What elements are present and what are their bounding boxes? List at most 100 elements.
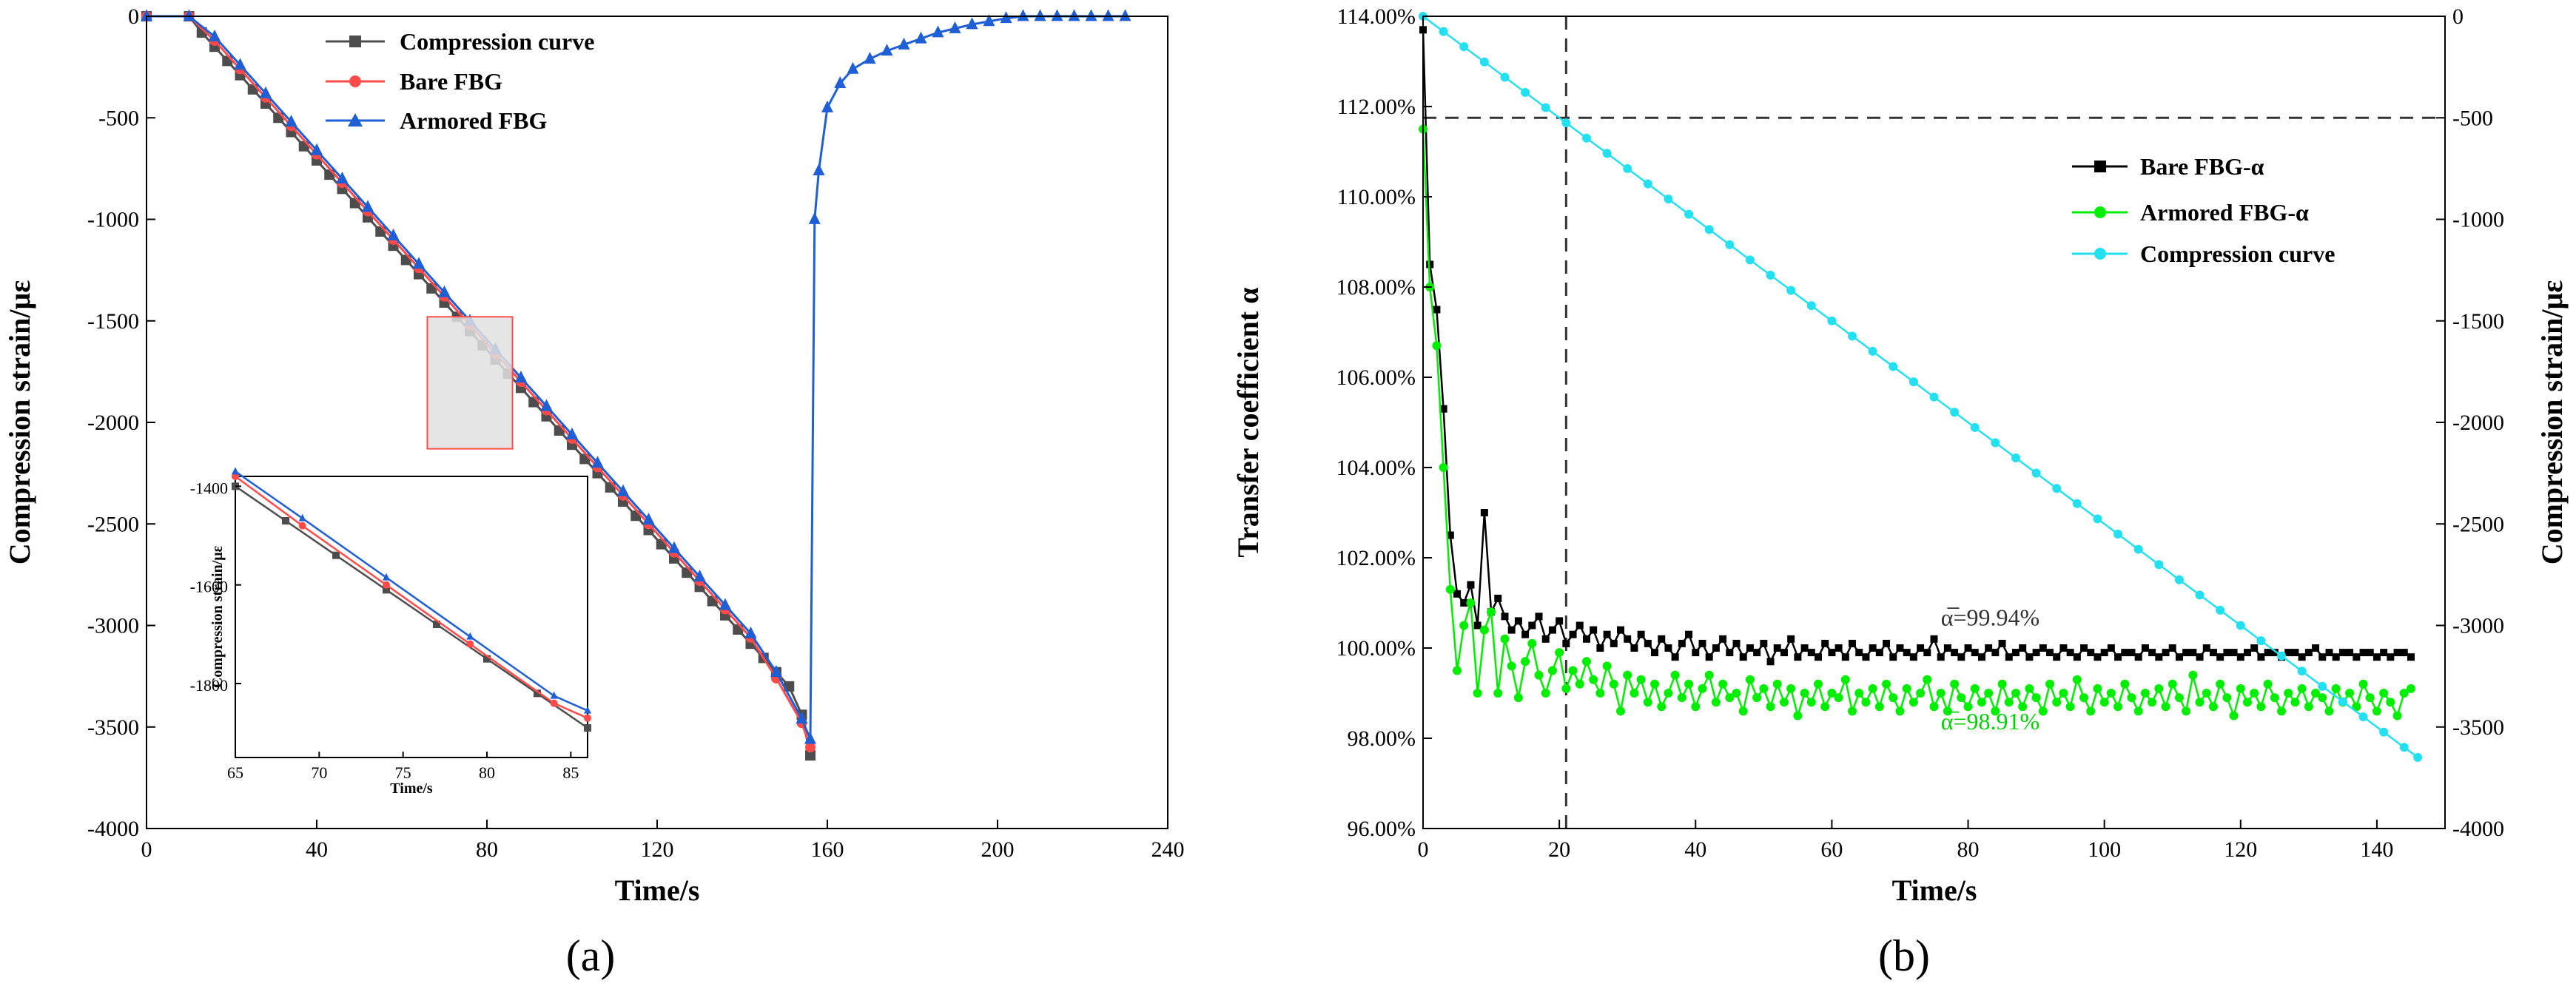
chart-b-point-bare-fbg [1678, 639, 1686, 647]
chart-b-point-armored-fbg [2202, 689, 2211, 698]
chart-b-point-bare-fbg [1889, 653, 1897, 661]
svg-text:Compression curve: Compression curve [400, 28, 594, 55]
chart-b-point-bare-fbg [2407, 653, 2415, 661]
chart-b-x-tick-label: 20 [1548, 837, 1570, 862]
chart-a-point-armored-fbg [847, 61, 859, 74]
chart-b-point-bare-fbg [2223, 649, 2231, 657]
chart-b-point-armored-fbg [2208, 702, 2218, 712]
chart-b-point-bare-fbg [1841, 653, 1849, 661]
chart-b-point-bare-fbg [2400, 649, 2408, 657]
chart-b-point-armored-fbg [1595, 689, 1605, 698]
chart-b-point-armored-fbg [1650, 679, 1660, 689]
chart-b-left-y-tick-label: 104.00% [1336, 456, 1416, 480]
chart-b-point-armored-fbg [2379, 689, 2389, 698]
chart-b-point-armored-fbg [1581, 657, 1591, 667]
chart-b-point-bare-fbg [1473, 621, 1482, 630]
chart-b-point-bare-fbg [2318, 653, 2327, 661]
chart-b-x-tick-label: 0 [1418, 837, 1429, 862]
chart-a-point-armored-fbg [642, 513, 655, 525]
chart-a-point-armored-fbg [1000, 11, 1012, 24]
chart-b-point-armored-fbg [2222, 693, 2232, 703]
chart-b-point-armored-fbg [1541, 689, 1550, 698]
chart-a-point-armored-fbg [591, 456, 604, 468]
chart-b-point-bare-fbg [1923, 649, 1931, 657]
chart-a-inset-point-bare-fbg [232, 473, 239, 480]
chart-a-point-armored-fbg [770, 665, 782, 678]
chart-a-x-tick-label: 160 [811, 837, 844, 862]
chart-b-point-bare-fbg [1590, 626, 1598, 634]
chart-b-point-bare-fbg [1814, 653, 1822, 661]
chart-b-legend-item-armored-fbg-alpha: Armored FBG-α [2072, 199, 2309, 226]
chart-b-point-bare-fbg [1651, 649, 1659, 657]
chart-b-point-armored-fbg [1636, 675, 1646, 684]
chart-b-point-bare-fbg [1849, 639, 1857, 647]
chart-b-point-armored-fbg [2182, 706, 2191, 716]
chart-b-series-bare-fbg [1419, 26, 2415, 666]
chart-a-point-compression-curve [805, 750, 815, 761]
chart-b-right-y-tick-label: -4000 [2452, 817, 2504, 841]
chart-b-point-bare-fbg [1794, 653, 1802, 661]
chart-b-point-bare-fbg [2393, 649, 2401, 657]
chart-a-inset-point-armored-fbg [232, 467, 239, 475]
chart-b-point-armored-fbg [2059, 689, 2068, 698]
chart-b-point-bare-fbg [2148, 649, 2156, 657]
chart-a-point-armored-fbg [540, 399, 553, 411]
chart-b-point-compression-curve [1766, 270, 1775, 280]
chart-b-point-armored-fbg [1800, 689, 1809, 698]
chart-b-left-y-tick-label: 108.00% [1336, 275, 1416, 300]
chart-b-point-bare-fbg [1985, 644, 1993, 652]
chart-b-point-bare-fbg [1917, 644, 1925, 652]
chart-b-right-y-tick-label: -3500 [2452, 715, 2504, 740]
chart-b-left-y-axis-label: Transfer coefficient α [1231, 287, 1265, 557]
chart-a-inset-x-ticks: 65 70 75 80 85 [227, 752, 579, 782]
svg-text:Bare FBG-α: Bare FBG-α [2140, 153, 2264, 180]
chart-b-point-armored-fbg [2120, 679, 2130, 689]
chart-b-point-bare-fbg [1521, 630, 1530, 638]
chart-b-point-bare-fbg [2312, 644, 2320, 652]
chart-b-series-layer [1419, 12, 2423, 762]
chart-b-point-bare-fbg [1658, 635, 1666, 643]
chart-b-point-armored-fbg [1630, 689, 1639, 698]
chart-b-point-armored-fbg [2031, 693, 2041, 703]
chart-b-left-y-tick-label: 96.00% [1348, 817, 1416, 841]
chart-b-point-bare-fbg [2257, 653, 2265, 661]
chart-b-point-armored-fbg [2216, 679, 2225, 689]
chart-b-annotation-bare-mean: α̅=99.94% [1941, 604, 2039, 631]
chart-b-point-compression-curve [1500, 72, 1510, 82]
chart-b-point-compression-curve [2195, 590, 2205, 600]
chart-b-point-armored-fbg [1738, 706, 1748, 716]
chart-b-point-armored-fbg [2086, 706, 2096, 716]
chart-b-point-compression-curve [1991, 438, 2000, 448]
chart-a-inset-point-armored-fbg [550, 691, 558, 699]
chart-b-point-compression-curve [2072, 499, 2082, 508]
chart-a-point-armored-fbg [915, 31, 927, 44]
chart-b-point-armored-fbg [2174, 693, 2184, 703]
chart-b-point-compression-curve [1704, 225, 1714, 234]
chart-b-point-armored-fbg [1459, 621, 1469, 630]
chart-b-point-compression-curve [2379, 727, 2389, 737]
chart-b-point-bare-fbg [2216, 653, 2224, 661]
chart-b-point-bare-fbg [1760, 639, 1768, 647]
chart-a-inset-line-compression-curve [235, 485, 588, 729]
chart-b-point-compression-curve [1643, 179, 1652, 189]
chart-b-point-armored-fbg [1507, 661, 1516, 671]
chart-b-point-armored-fbg [2154, 684, 2164, 693]
chart-b-point-bare-fbg [2087, 649, 2095, 657]
chart-b-point-compression-curve [2031, 468, 2041, 478]
panel-label-a: (a) [566, 931, 616, 980]
chart-a-y-tick-label: -3500 [87, 715, 139, 740]
chart-b-point-compression-curve [2413, 752, 2423, 762]
chart-b-point-armored-fbg [2331, 684, 2341, 693]
chart-b-point-bare-fbg [1501, 613, 1509, 621]
chart-b-x-tick-label: 120 [2224, 837, 2257, 862]
chart-b-point-armored-fbg [2311, 689, 2321, 698]
chart-a-x-tick-label: 80 [476, 837, 498, 862]
chart-b-point-armored-fbg [1909, 698, 1918, 707]
chart-b-point-bare-fbg [1787, 635, 1795, 643]
chart-b-right-y-tick-label: -3000 [2452, 614, 2504, 638]
chart-b-point-armored-fbg [2004, 698, 2014, 707]
chart-b-point-armored-fbg [1984, 689, 1994, 698]
chart-b-point-bare-fbg [1903, 649, 1911, 657]
chart-b-point-armored-fbg [1473, 689, 1482, 698]
chart-b-point-compression-curve [1541, 103, 1550, 112]
